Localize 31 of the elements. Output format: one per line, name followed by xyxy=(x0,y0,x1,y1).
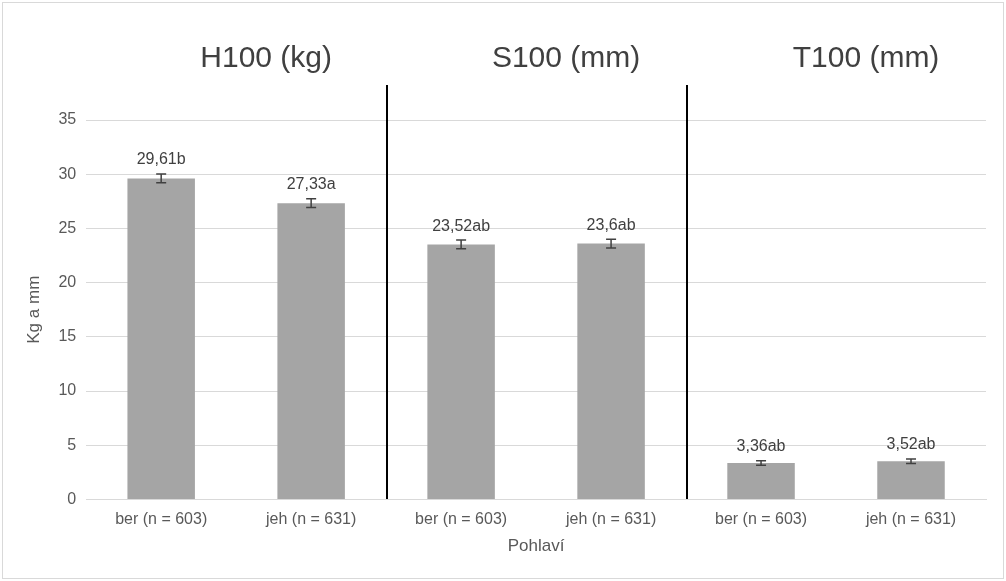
bar xyxy=(727,462,795,499)
bar xyxy=(577,243,645,499)
data-label: 27,33a xyxy=(286,175,336,193)
text: S100 (mm) xyxy=(491,40,641,74)
x-tick-label: ber (n = 603) xyxy=(115,510,208,528)
x-tick-label: jeh (n = 631) xyxy=(265,510,357,528)
data-label: 23,6ab xyxy=(586,215,636,233)
x-tick-label: jeh (n = 631) xyxy=(864,510,957,528)
y-tick-label: 10 xyxy=(58,381,77,399)
bar xyxy=(277,203,345,499)
y-tick-label: 0 xyxy=(67,489,77,507)
data-label: 23,52ab xyxy=(432,216,491,234)
y-tick-label: 25 xyxy=(58,218,77,236)
y-axis-title: Kg a mm xyxy=(23,275,43,344)
data-label: 29,61b xyxy=(136,150,186,168)
data-label: 3,36ab xyxy=(736,437,786,455)
x-tick-label: jeh (n = 631) xyxy=(564,510,657,528)
y-tick-label: 30 xyxy=(58,164,77,182)
y-tick-label: 5 xyxy=(67,435,77,453)
y-tick-label: 20 xyxy=(58,273,77,291)
y-tick-label: 15 xyxy=(58,327,77,345)
bar xyxy=(127,178,195,499)
x-tick-label: ber (n = 603) xyxy=(415,510,508,528)
x-tick-label: ber (n = 603) xyxy=(715,510,808,528)
bar xyxy=(427,244,495,499)
data-label: 3,52ab xyxy=(886,435,936,453)
text: H100 (kg) xyxy=(200,40,333,74)
bar xyxy=(877,461,945,499)
y-tick-label: 35 xyxy=(58,110,77,128)
text: T100 (mm) xyxy=(792,40,940,74)
x-axis-title: Pohlaví xyxy=(507,536,565,556)
